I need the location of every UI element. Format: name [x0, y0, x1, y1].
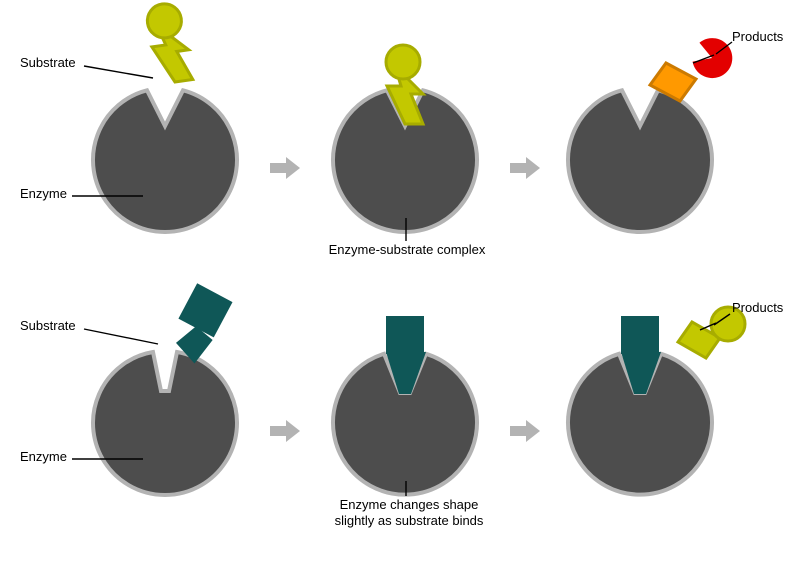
label-shape-change: Enzyme changes shape slightly as substra… [324, 497, 494, 530]
diagram-svg [0, 0, 800, 561]
row1-enzyme-1 [93, 90, 237, 232]
callout-line [84, 329, 158, 344]
row1-substrate-olive [145, 1, 193, 84]
label-complex: Enzyme-substrate complex [322, 242, 492, 258]
arrow-row2-1 [270, 420, 300, 442]
label-substrate-2: Substrate [20, 318, 76, 334]
label-enzyme-2: Enzyme [20, 449, 67, 465]
label-products-2: Products [732, 300, 783, 316]
label-products-1: Products [732, 29, 783, 45]
arrow-row2-2 [510, 420, 540, 442]
callout-line [84, 66, 153, 78]
arrow-row1-2 [510, 157, 540, 179]
label-substrate-1: Substrate [20, 55, 76, 71]
row2-enzyme-1 [93, 352, 237, 495]
label-enzyme-1: Enzyme [20, 186, 67, 202]
row1-product-red [689, 33, 738, 83]
row1-enzyme-3 [568, 90, 712, 232]
arrow-row1-1 [270, 157, 300, 179]
